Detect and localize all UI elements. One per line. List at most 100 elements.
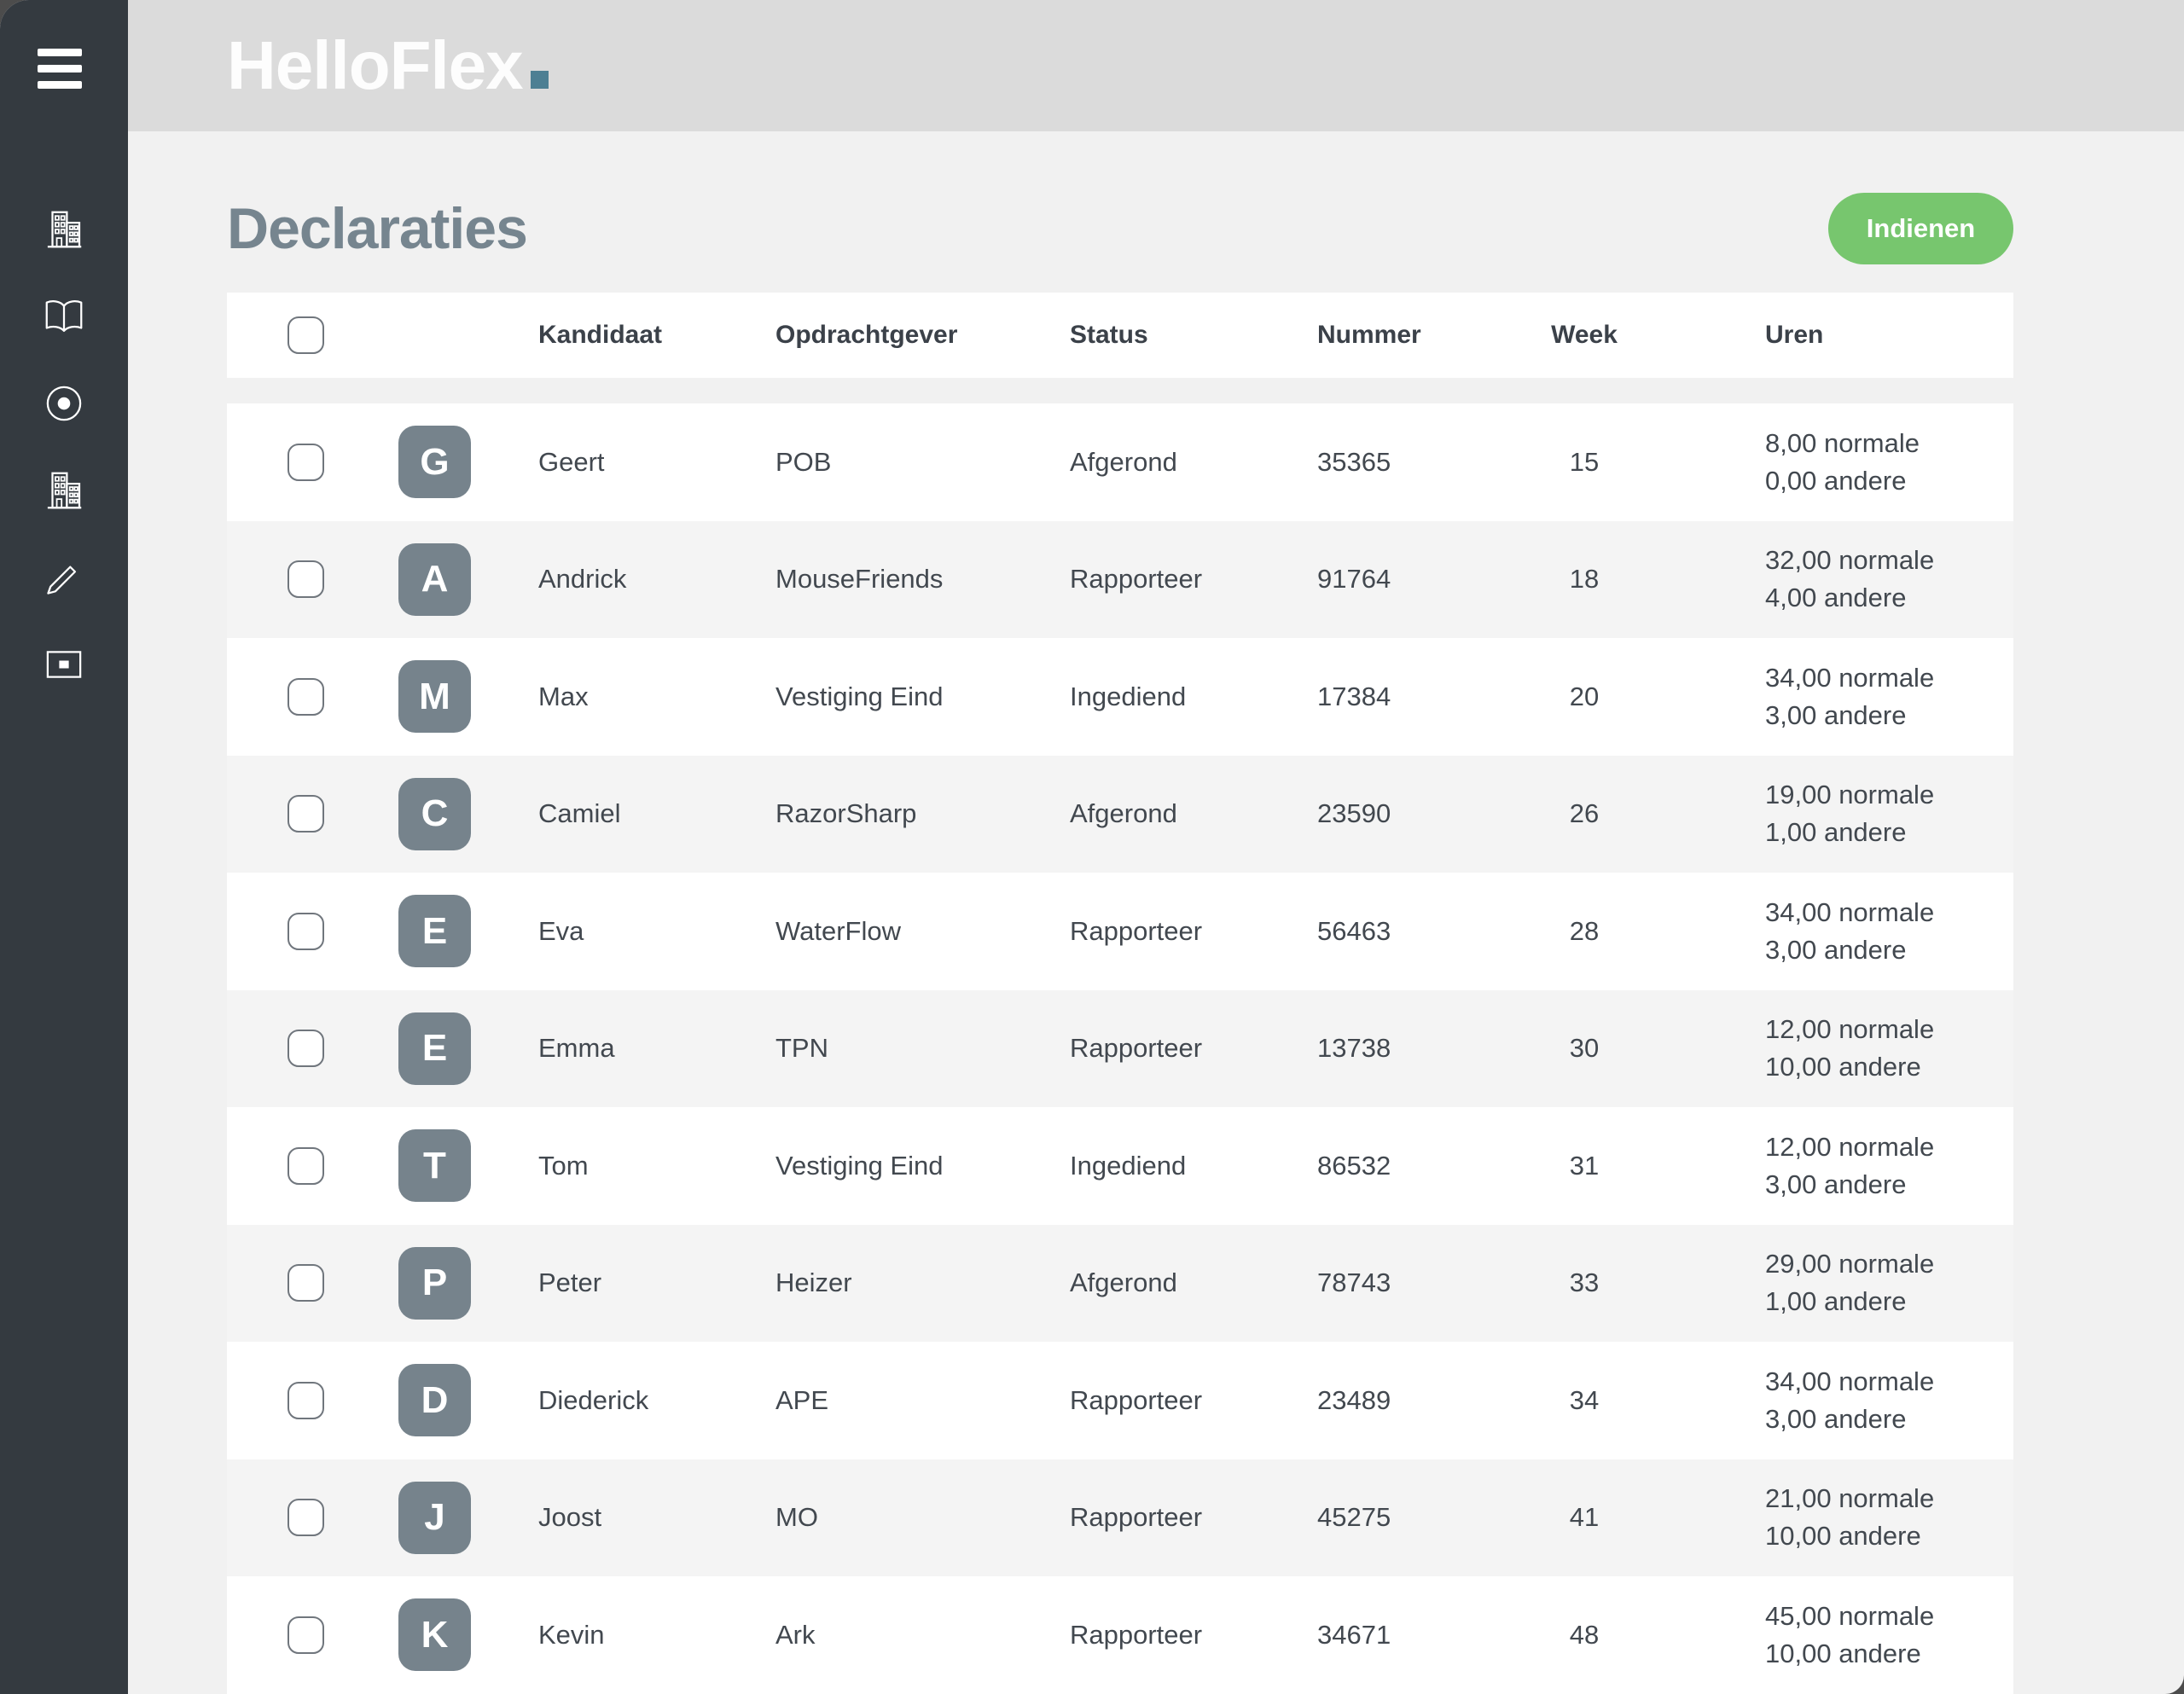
row-checkbox[interactable]	[288, 1146, 324, 1185]
row-checkbox[interactable]	[288, 1381, 324, 1419]
building-icon[interactable]	[41, 206, 87, 252]
table-row[interactable]: T Tom Vestiging Eind Ingediend 86532 31 …	[227, 1107, 2013, 1225]
cell-kandidaat: Max	[538, 681, 589, 711]
book-icon[interactable]	[41, 293, 87, 339]
uren-normale: 34,00 normale	[1765, 896, 1935, 927]
cell-week: 28	[1569, 915, 1600, 946]
table-row[interactable]: D Diederick APE Rapporteer 23489 34 34,0…	[227, 1342, 2013, 1459]
menu-icon[interactable]	[38, 49, 82, 89]
table-row[interactable]: K Kevin Ark Rapporteer 34671 48 45,00 no…	[227, 1576, 2013, 1694]
header-kandidaat: Kandidaat	[538, 321, 663, 349]
row-checkbox[interactable]	[288, 1264, 324, 1302]
cell-nummer: 23590	[1317, 798, 1391, 829]
cell-nummer: 45275	[1317, 1502, 1391, 1533]
cell-nummer: 17384	[1317, 681, 1391, 711]
avatar: K	[398, 1598, 471, 1672]
cell-status: Afgerond	[1070, 446, 1177, 477]
cell-opdrachtgever: MouseFriends	[775, 564, 944, 595]
cell-kandidaat: Camiel	[538, 798, 621, 829]
cell-opdrachtgever: MO	[775, 1502, 818, 1533]
logo-dot	[530, 71, 549, 89]
record-icon[interactable]	[41, 380, 87, 426]
row-checkbox[interactable]	[288, 1030, 324, 1068]
cell-uren: 8,00 normale 0,00 andere	[1765, 425, 2013, 500]
building2-icon[interactable]	[41, 467, 87, 513]
card-icon[interactable]	[41, 641, 87, 687]
cell-kandidaat: Diederick	[538, 1384, 649, 1415]
avatar: C	[398, 777, 471, 850]
cell-status: Ingediend	[1070, 1150, 1187, 1181]
cell-nummer: 23489	[1317, 1384, 1391, 1415]
row-checkbox[interactable]	[288, 1499, 324, 1537]
helloflex-logo: HelloFlex	[227, 26, 549, 105]
uren-andere: 10,00 andere	[1765, 1521, 1921, 1552]
logo-text: HelloFlex	[227, 27, 524, 103]
table-row[interactable]: E Eva WaterFlow Rapporteer 56463 28 34,0…	[227, 873, 2013, 990]
uren-andere: 10,00 andere	[1765, 1052, 1921, 1082]
uren-normale: 21,00 normale	[1765, 1483, 1935, 1514]
cell-opdrachtgever: RazorSharp	[775, 798, 917, 829]
cell-week: 20	[1569, 681, 1600, 711]
cell-uren: 19,00 normale 1,00 andere	[1765, 776, 2013, 851]
header-uren: Uren	[1765, 321, 1824, 349]
table-row[interactable]: J Joost MO Rapporteer 45275 41 21,00 nor…	[227, 1459, 2013, 1576]
table-row[interactable]: M Max Vestiging Eind Ingediend 17384 20 …	[227, 638, 2013, 756]
cell-opdrachtgever: WaterFlow	[775, 915, 901, 946]
cell-kandidaat: Kevin	[538, 1619, 605, 1650]
avatar: D	[398, 1364, 471, 1437]
pencil-icon[interactable]	[41, 554, 87, 600]
row-checkbox[interactable]	[288, 1616, 324, 1654]
row-checkbox[interactable]	[288, 795, 324, 833]
uren-normale: 19,00 normale	[1765, 780, 1935, 810]
table-row[interactable]: G Geert POB Afgerond 35365 15 8,00 norma…	[227, 403, 2013, 521]
indienen-button[interactable]: Indienen	[1828, 193, 2013, 264]
cell-week: 48	[1569, 1619, 1600, 1650]
select-all-checkbox[interactable]	[288, 316, 324, 354]
cell-status: Rapporteer	[1070, 915, 1203, 946]
table-row[interactable]: E Emma TPN Rapporteer 13738 30 12,00 nor…	[227, 989, 2013, 1107]
cell-week: 31	[1569, 1150, 1600, 1181]
cell-kandidaat: Joost	[538, 1502, 602, 1533]
cell-status: Rapporteer	[1070, 1384, 1203, 1415]
cell-kandidaat: Peter	[538, 1268, 602, 1298]
cell-week: 18	[1569, 564, 1600, 595]
cell-status: Afgerond	[1070, 798, 1177, 829]
row-checkbox[interactable]	[288, 560, 324, 599]
cell-kandidaat: Geert	[538, 446, 605, 477]
cell-opdrachtgever: POB	[775, 446, 832, 477]
uren-normale: 34,00 normale	[1765, 1366, 1935, 1396]
uren-normale: 45,00 normale	[1765, 1600, 1935, 1631]
uren-andere: 3,00 andere	[1765, 1169, 1907, 1199]
cell-opdrachtgever: Heizer	[775, 1268, 852, 1298]
cell-week: 33	[1569, 1268, 1600, 1298]
declaraties-table: Kandidaat Opdrachtgever Status Nummer We…	[227, 293, 2013, 1694]
cell-nummer: 13738	[1317, 1033, 1391, 1064]
avatar: G	[398, 426, 471, 499]
table-row[interactable]: A Andrick MouseFriends Rapporteer 91764 …	[227, 520, 2013, 638]
uren-normale: 8,00 normale	[1765, 427, 1920, 458]
header-nummer: Nummer	[1317, 321, 1421, 349]
row-checkbox[interactable]	[288, 677, 324, 716]
cell-uren: 12,00 normale 10,00 andere	[1765, 1011, 2013, 1086]
table-row[interactable]: P Peter Heizer Afgerond 78743 33 29,00 n…	[227, 1224, 2013, 1342]
uren-normale: 12,00 normale	[1765, 1014, 1935, 1045]
cell-nummer: 78743	[1317, 1268, 1391, 1298]
page-header: Declaraties Indienen	[227, 188, 2013, 270]
cell-opdrachtgever: Vestiging Eind	[775, 681, 944, 711]
row-checkbox[interactable]	[288, 443, 324, 481]
cell-status: Rapporteer	[1070, 564, 1203, 595]
uren-andere: 0,00 andere	[1765, 465, 1907, 496]
avatar: E	[398, 1012, 471, 1085]
cell-status: Rapporteer	[1070, 1619, 1203, 1650]
cell-uren: 34,00 normale 3,00 andere	[1765, 659, 2013, 734]
row-checkbox[interactable]	[288, 912, 324, 950]
cell-opdrachtgever: TPN	[775, 1033, 828, 1064]
cell-opdrachtgever: Ark	[775, 1619, 816, 1650]
avatar: A	[398, 542, 471, 616]
cell-opdrachtgever: APE	[775, 1384, 829, 1415]
table-row[interactable]: C Camiel RazorSharp Afgerond 23590 26 19…	[227, 755, 2013, 873]
cell-week: 34	[1569, 1384, 1600, 1415]
cell-uren: 29,00 normale 1,00 andere	[1765, 1245, 2013, 1320]
cell-kandidaat: Tom	[538, 1150, 589, 1181]
